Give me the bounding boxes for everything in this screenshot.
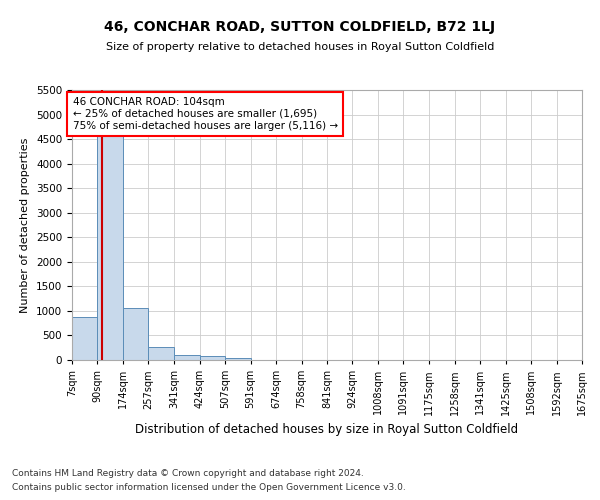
Bar bbox=[174, 356, 199, 360]
Bar bbox=[199, 356, 225, 360]
Text: 46 CONCHAR ROAD: 104sqm
← 25% of detached houses are smaller (1,695)
75% of semi: 46 CONCHAR ROAD: 104sqm ← 25% of detache… bbox=[73, 98, 338, 130]
Text: Size of property relative to detached houses in Royal Sutton Coldfield: Size of property relative to detached ho… bbox=[106, 42, 494, 52]
Bar bbox=[123, 308, 148, 360]
Y-axis label: Number of detached properties: Number of detached properties bbox=[20, 138, 31, 312]
X-axis label: Distribution of detached houses by size in Royal Sutton Coldfield: Distribution of detached houses by size … bbox=[136, 423, 518, 436]
Text: Contains public sector information licensed under the Open Government Licence v3: Contains public sector information licen… bbox=[12, 484, 406, 492]
Text: 46, CONCHAR ROAD, SUTTON COLDFIELD, B72 1LJ: 46, CONCHAR ROAD, SUTTON COLDFIELD, B72 … bbox=[104, 20, 496, 34]
Bar bbox=[72, 318, 97, 360]
Bar bbox=[225, 358, 251, 360]
Text: Contains HM Land Registry data © Crown copyright and database right 2024.: Contains HM Land Registry data © Crown c… bbox=[12, 468, 364, 477]
Bar bbox=[97, 110, 123, 360]
Bar bbox=[148, 346, 174, 360]
